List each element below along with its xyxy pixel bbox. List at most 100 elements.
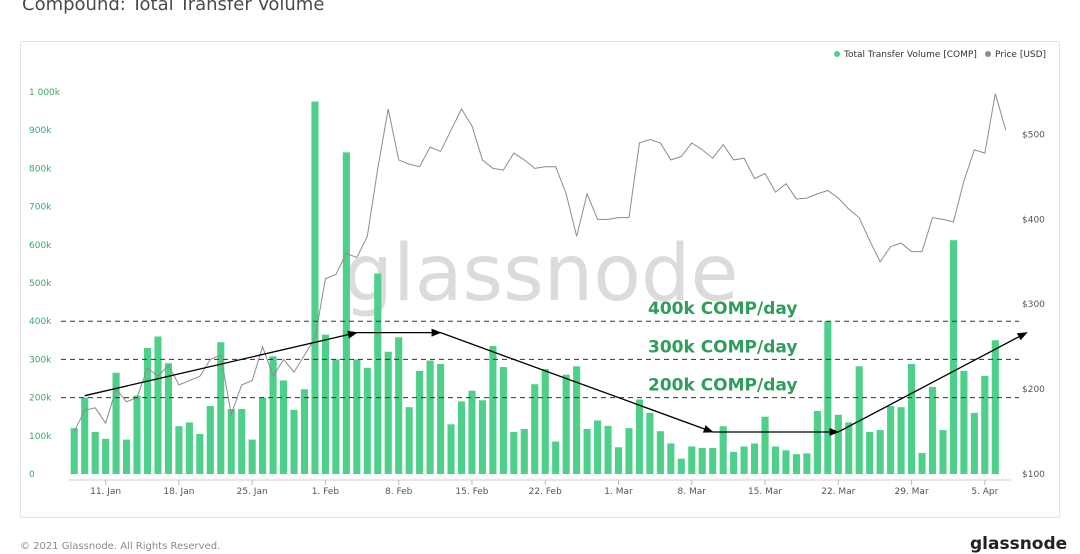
- volume-bar[interactable]: [437, 363, 445, 474]
- volume-bar[interactable]: [510, 431, 518, 474]
- volume-bar[interactable]: [866, 431, 874, 474]
- volume-bar[interactable]: [102, 438, 110, 474]
- volume-bar[interactable]: [771, 446, 780, 475]
- volume-bar[interactable]: [91, 431, 99, 474]
- volume-bar[interactable]: [426, 360, 434, 474]
- volume-bar[interactable]: [185, 422, 193, 474]
- volume-bar[interactable]: [709, 448, 717, 474]
- volume-bar[interactable]: [374, 273, 382, 474]
- volume-bar[interactable]: [395, 337, 403, 474]
- volume-bar[interactable]: [614, 447, 623, 474]
- volume-bar[interactable]: [897, 407, 905, 474]
- volume-bar[interactable]: [981, 375, 989, 474]
- volume-bar[interactable]: [321, 334, 329, 474]
- volume-bar[interactable]: [154, 336, 162, 474]
- volume-bar[interactable]: [290, 409, 298, 474]
- legend-label-price[interactable]: Price [USD]: [995, 50, 1046, 60]
- volume-bar[interactable]: [248, 439, 256, 474]
- volume-bar[interactable]: [583, 428, 591, 474]
- volume-bar[interactable]: [353, 359, 361, 474]
- volume-bar[interactable]: [133, 395, 141, 474]
- volume-bar[interactable]: [813, 410, 821, 474]
- volume-bar[interactable]: [761, 416, 769, 474]
- trend-arrow: [440, 332, 714, 433]
- volume-bar[interactable]: [363, 367, 371, 474]
- y-left-tick-label: 0: [29, 470, 35, 480]
- volume-bar[interactable]: [143, 347, 152, 474]
- volume-bar[interactable]: [625, 428, 633, 474]
- volume-bar[interactable]: [876, 430, 884, 474]
- volume-bar[interactable]: [206, 406, 214, 474]
- volume-bar[interactable]: [300, 389, 309, 474]
- volume-bar[interactable]: [196, 433, 204, 474]
- volume-bar[interactable]: [269, 356, 277, 474]
- volume-bar[interactable]: [646, 412, 654, 474]
- volume-bar[interactable]: [562, 374, 570, 474]
- volume-bar[interactable]: [447, 424, 455, 474]
- volume-bar[interactable]: [405, 407, 413, 474]
- volume-bar[interactable]: [384, 351, 392, 474]
- volume-bar[interactable]: [782, 450, 790, 474]
- volume-bar[interactable]: [635, 399, 643, 474]
- volume-bar[interactable]: [175, 426, 183, 474]
- volume-bar[interactable]: [489, 346, 497, 474]
- x-tick-label: 25. Jan: [237, 487, 268, 497]
- volume-bar[interactable]: [342, 152, 350, 475]
- volume-bar[interactable]: [939, 430, 947, 474]
- volume-bar[interactable]: [552, 441, 560, 474]
- volume-bar[interactable]: [332, 359, 340, 474]
- volume-bar[interactable]: [730, 451, 738, 474]
- volume-bar[interactable]: [887, 406, 895, 474]
- volume-bar[interactable]: [478, 400, 486, 474]
- volume-bar[interactable]: [803, 453, 811, 474]
- volume-bar[interactable]: [792, 454, 800, 474]
- volume-bar[interactable]: [468, 390, 476, 474]
- volume-bar[interactable]: [227, 409, 235, 474]
- volume-bar[interactable]: [908, 363, 916, 474]
- volume-bar[interactable]: [740, 446, 748, 475]
- watermark-text: glassnode: [344, 229, 739, 319]
- volume-bar[interactable]: [81, 397, 89, 474]
- volume-bar[interactable]: [604, 425, 612, 474]
- volume-bar[interactable]: [164, 363, 172, 474]
- volume-bar[interactable]: [928, 386, 937, 474]
- volume-bar[interactable]: [70, 428, 78, 474]
- glassnode-logo[interactable]: glassnode: [970, 534, 1068, 554]
- volume-bar[interactable]: [594, 420, 602, 474]
- volume-bar[interactable]: [123, 439, 131, 474]
- price-line[interactable]: [73, 93, 1007, 432]
- volume-bar[interactable]: [918, 452, 926, 474]
- volume-bar[interactable]: [531, 384, 539, 474]
- volume-bar[interactable]: [457, 401, 466, 474]
- volume-bar[interactable]: [677, 458, 685, 474]
- volume-bar[interactable]: [280, 380, 288, 474]
- legend-label-volume[interactable]: Total Transfer Volume [COMP]: [843, 50, 977, 60]
- volume-bar[interactable]: [656, 431, 664, 474]
- volume-bar[interactable]: [238, 409, 246, 474]
- y-left-tick-label: 400k: [29, 317, 52, 327]
- volume-bar[interactable]: [855, 366, 863, 474]
- volume-bar[interactable]: [541, 368, 549, 474]
- volume-bar[interactable]: [719, 426, 727, 474]
- volume-bar[interactable]: [970, 412, 978, 474]
- volume-bar[interactable]: [698, 448, 706, 474]
- threshold-label: 400k COMP/day: [648, 299, 797, 319]
- x-tick-label: 22. Mar: [821, 487, 855, 497]
- volume-bar[interactable]: [573, 366, 581, 474]
- volume-bar[interactable]: [991, 340, 999, 474]
- volume-bar[interactable]: [834, 414, 842, 474]
- volume-bar[interactable]: [311, 101, 319, 475]
- volume-bar[interactable]: [845, 422, 853, 474]
- volume-bar[interactable]: [949, 240, 957, 474]
- volume-bar[interactable]: [112, 372, 120, 474]
- volume-bar[interactable]: [751, 443, 759, 474]
- volume-bar[interactable]: [520, 428, 528, 474]
- volume-bar[interactable]: [667, 443, 675, 474]
- volume-bar[interactable]: [416, 370, 424, 474]
- volume-bar[interactable]: [960, 370, 968, 474]
- trend-arrow: [837, 332, 1028, 433]
- volume-bar[interactable]: [259, 397, 267, 474]
- volume-bar[interactable]: [217, 342, 225, 474]
- volume-bar[interactable]: [499, 367, 507, 474]
- volume-bar[interactable]: [688, 446, 696, 475]
